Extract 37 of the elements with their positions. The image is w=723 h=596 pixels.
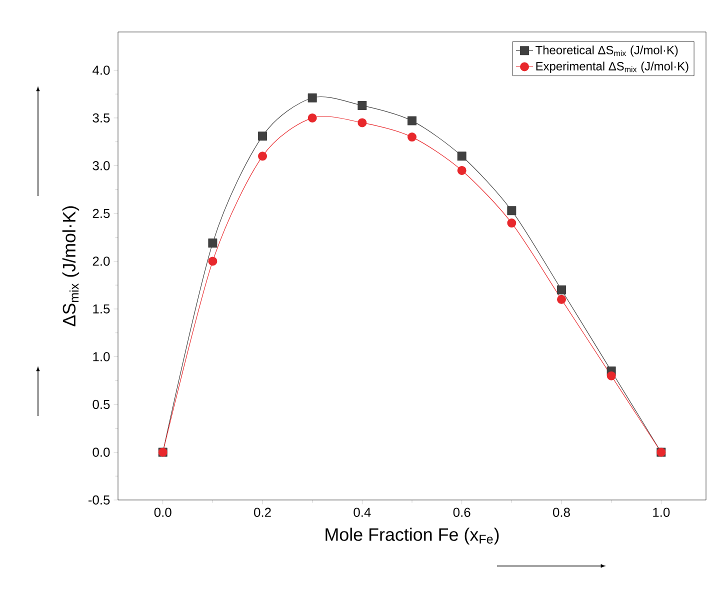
y-tick-label: -0.5: [88, 495, 110, 505]
y-tick-label: 1.5: [93, 304, 110, 314]
point: [208, 256, 218, 266]
x-tick-label: 0.8: [552, 508, 570, 517]
point: [606, 371, 616, 380]
x-tick-label: 0.4: [354, 508, 371, 517]
x-axis-title: Mole Fraction Fe (x$_{Fe}$): [326, 528, 499, 544]
point: [308, 113, 317, 122]
x-tick-label: 1.0: [653, 508, 670, 517]
x-tick-label: 0.6: [453, 508, 470, 517]
point: [258, 132, 268, 141]
x-tick-label: 0.0: [154, 508, 172, 517]
point: [507, 218, 516, 228]
legend-label: Theoretical ΔS$_{mix}$ (J/mol·K): [536, 46, 678, 57]
y-tick-label: 4.0: [92, 66, 110, 75]
legend-label: Experimental ΔS$_{mix}$ (J/mol·K): [536, 62, 688, 73]
point: [557, 285, 566, 294]
point: [507, 206, 516, 216]
x-tick-label: 0.2: [254, 508, 271, 517]
point: [408, 132, 417, 142]
y-tick-label: 2.0: [92, 256, 110, 266]
point: [457, 166, 466, 175]
point: [557, 294, 566, 304]
y-tick-label: 3.0: [92, 161, 110, 170]
point: [408, 116, 417, 126]
y-axis-title: ΔS$_{mix}$ (J/mol·K): [62, 206, 80, 326]
point: [457, 152, 466, 161]
y-tick-label: 3.5: [92, 113, 110, 123]
point: [358, 101, 367, 110]
y-tick-label: 1.0: [93, 352, 110, 362]
point: [358, 118, 367, 128]
y-tick-label: 0.5: [92, 400, 110, 410]
point: [208, 238, 218, 248]
y-tick-label: 0.0: [92, 448, 110, 457]
point: [258, 152, 268, 161]
point: [308, 93, 317, 102]
y-tick-label: 2.5: [92, 208, 110, 218]
